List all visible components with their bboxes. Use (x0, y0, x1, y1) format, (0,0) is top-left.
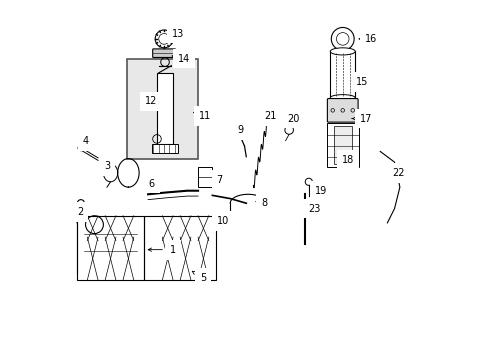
Text: 8: 8 (255, 198, 266, 208)
Ellipse shape (329, 95, 354, 101)
Text: 4: 4 (82, 136, 88, 146)
Bar (333, 126, 351, 164)
Text: 10: 10 (217, 216, 229, 226)
Text: 9: 9 (237, 125, 244, 135)
Text: 21: 21 (264, 111, 276, 121)
Text: 12: 12 (144, 96, 157, 107)
Ellipse shape (329, 48, 354, 55)
Text: 15: 15 (355, 77, 368, 87)
Bar (326, 123, 358, 167)
Text: 19: 19 (315, 186, 327, 196)
Bar (198, 167, 212, 187)
Text: 17: 17 (351, 113, 371, 123)
Text: 13: 13 (172, 28, 184, 39)
FancyBboxPatch shape (126, 59, 198, 158)
Text: 11: 11 (193, 111, 211, 121)
FancyBboxPatch shape (326, 99, 357, 122)
Text: 18: 18 (340, 156, 353, 165)
Text: 22: 22 (391, 168, 404, 178)
Text: 14: 14 (172, 54, 189, 64)
Text: 20: 20 (287, 113, 299, 123)
Text: 1: 1 (148, 245, 176, 255)
Bar (157, 73, 173, 144)
Text: 16: 16 (358, 34, 377, 44)
Text: 2: 2 (77, 207, 83, 217)
Text: 7: 7 (215, 175, 222, 185)
Bar (329, 51, 354, 98)
FancyBboxPatch shape (152, 49, 175, 58)
Text: 23: 23 (307, 203, 320, 213)
Bar (151, 144, 178, 153)
Text: 5: 5 (192, 271, 206, 283)
Text: 3: 3 (103, 161, 110, 171)
Text: 6: 6 (148, 179, 154, 189)
